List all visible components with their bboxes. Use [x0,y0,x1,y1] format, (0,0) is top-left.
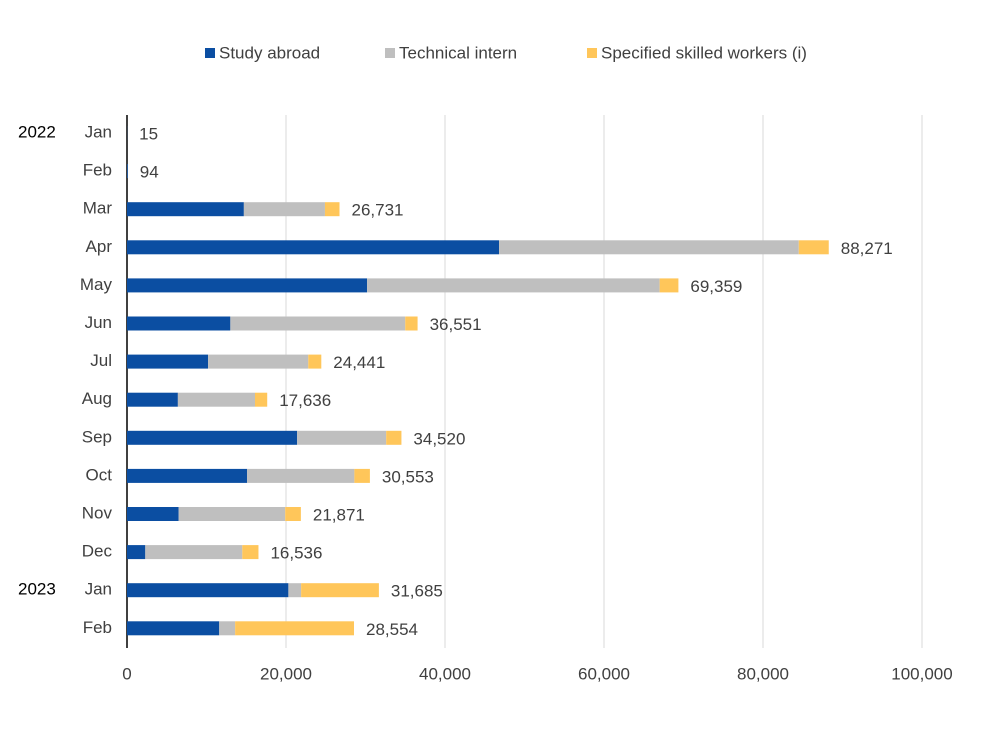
x-tick-label: 100,000 [891,664,952,683]
legend-swatch [587,48,597,58]
bar-segment [127,240,500,255]
category-label: Feb [83,618,112,637]
bar-segment [354,468,370,483]
total-label: 15 [139,124,158,143]
bar-segment [288,583,302,598]
category-label: Nov [82,503,113,522]
bar-segment [219,621,236,636]
bar-segment [798,240,829,255]
x-tick-label: 40,000 [419,664,471,683]
bar-segment [127,392,178,407]
bar-segment [235,621,355,636]
category-label: Feb [83,161,112,180]
legend-label: Specified skilled workers (i) [601,43,807,62]
bar-segment [254,392,268,407]
bar-segment [178,507,286,521]
year-label: 2022 [18,122,56,141]
total-label: 16,536 [270,544,322,563]
bar-segment [127,583,289,598]
bar-segment [247,468,355,483]
bar-segment [230,316,406,331]
category-label: Jun [85,313,112,332]
total-label: 24,441 [333,353,385,372]
legend-swatch [205,48,215,58]
total-label: 34,520 [413,429,465,448]
bar-segment [127,545,146,560]
total-label: 88,271 [841,239,893,258]
total-label: 28,554 [366,620,418,639]
category-label: May [80,275,113,294]
category-label: Dec [82,542,113,561]
bar-segment [127,621,220,636]
category-label: Oct [86,465,113,484]
x-tick-label: 20,000 [260,664,312,683]
bar-segment [308,354,322,369]
x-tick-label: 60,000 [578,664,630,683]
bar-segment [145,545,243,560]
year-label: 2023 [18,580,56,599]
bar-segment [386,430,402,445]
bar-segment [127,507,179,521]
total-label: 94 [140,163,159,182]
bar-segment [499,240,799,255]
bar-segment [127,354,209,369]
bar-segment [243,202,325,217]
x-tick-label: 0 [122,664,131,683]
legend-label: Technical intern [399,43,517,62]
category-label: Jan [85,122,112,141]
total-label: 21,871 [313,505,365,524]
category-label: Sep [82,427,112,446]
category-label: Jan [85,580,112,599]
bar-segment [127,164,128,179]
bar-segment [659,278,679,293]
total-label: 36,551 [430,315,482,334]
bar-segment [127,316,231,331]
bar-segment [127,468,248,483]
legend-label: Study abroad [219,43,320,62]
bar-segment [177,392,255,407]
bar-segment [301,583,379,598]
category-label: Aug [82,389,112,408]
category-label: Jul [90,351,112,370]
total-label: 26,731 [352,201,404,220]
x-tick-label: 80,000 [737,664,789,683]
total-label: 30,553 [382,467,434,486]
total-label: 69,359 [690,277,742,296]
bar-segment [127,278,368,293]
bar-segment [405,316,418,331]
legend-swatch [385,48,395,58]
total-label: 17,636 [279,391,331,410]
bar-segment [208,354,309,369]
bar-segment [297,430,387,445]
bar-segment [324,202,340,217]
category-label: Apr [86,237,113,256]
bar-segment [242,545,259,560]
total-label: 31,685 [391,582,443,601]
category-label: Mar [83,199,113,218]
bar-segment [367,278,660,293]
bar-segment [127,202,244,217]
bar-segment [285,507,301,521]
bar-segment [127,430,298,445]
